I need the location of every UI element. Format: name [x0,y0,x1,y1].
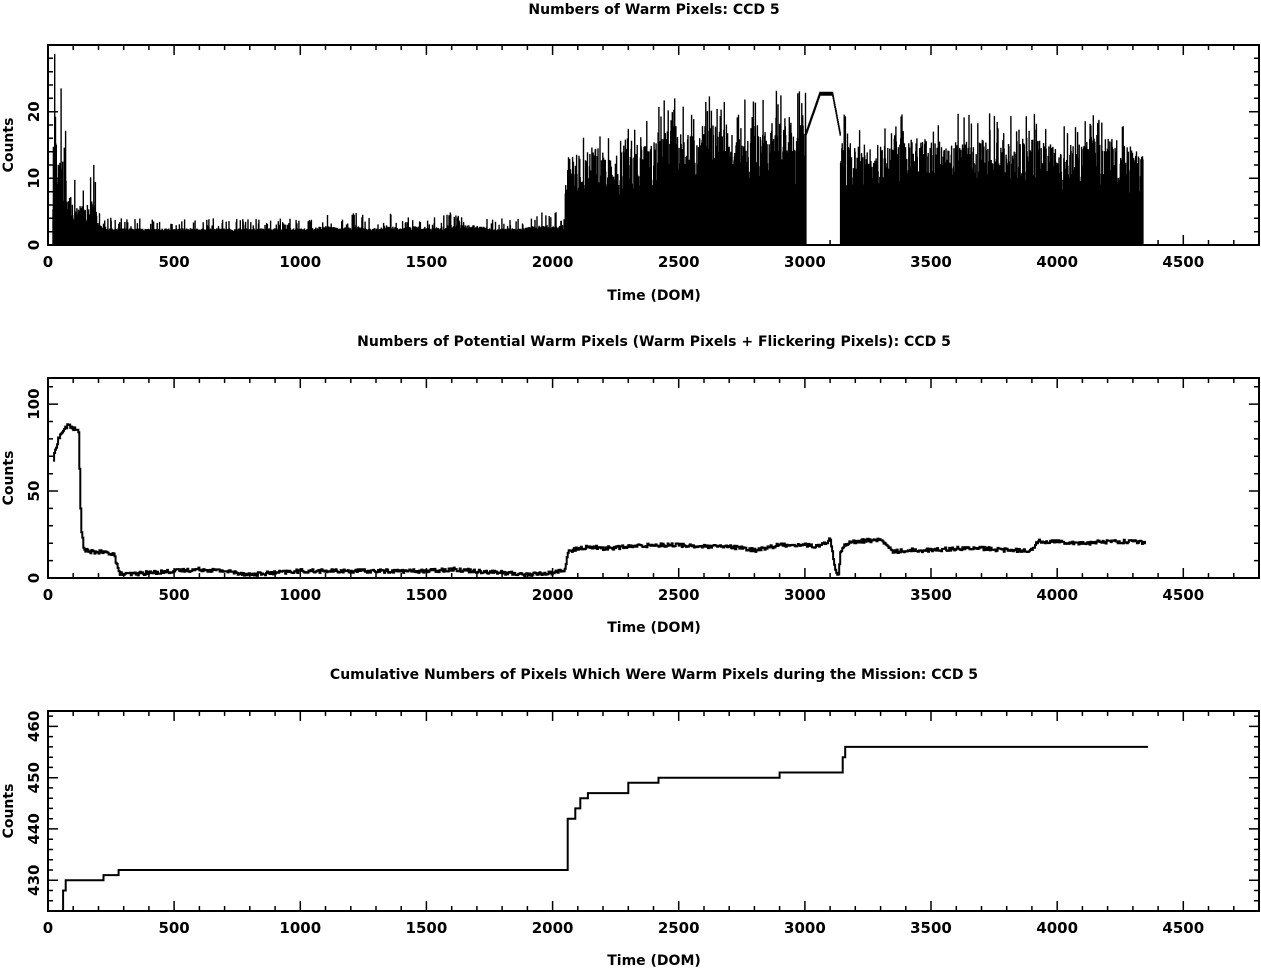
panel-title: Numbers of Warm Pixels: CCD 5 [528,2,779,18]
series-spikes [52,53,1144,245]
x-tick-label: 3000 [784,253,826,271]
x-tick-label: 2500 [658,253,700,271]
panel-cumulative-warm-pixels: Cumulative Numbers of Pixels Which Were … [1,667,1260,969]
minor-ticks [48,378,1260,578]
x-tick-label: 3500 [910,919,952,937]
x-tick-label: 0 [43,253,53,271]
series-baseline-band [53,231,566,245]
series-line [53,423,1146,578]
x-tick-label: 2500 [658,919,700,937]
x-tick-label: 500 [158,253,189,271]
y-tick-label: 450 [25,762,43,793]
x-tick-label: 3000 [784,586,826,604]
x-tick-label: 1000 [279,253,321,271]
x-tick-label: 2000 [532,586,574,604]
minor-ticks [48,711,1260,912]
plot-frame [47,377,1260,579]
y-tick-label: 0 [25,240,43,250]
x-tick-label: 1000 [279,919,321,937]
y-tick-label: 50 [25,481,43,502]
plot-frame [47,710,1260,912]
y-tick-label: 20 [25,101,43,122]
y-tick-label: 440 [25,813,43,844]
x-tick-label: 2500 [658,586,700,604]
data-layer [60,745,1148,911]
y-axis-label: Counts [1,784,17,839]
x-tick-label: 3500 [910,586,952,604]
series-line [60,745,1148,911]
series-group [52,53,1144,245]
x-tick-label: 1000 [279,586,321,604]
tick-layer: 0 500 1000 1500 2000 2500 3000 3500 4000 4500 0 10 2… [25,44,1260,271]
series-group [53,423,1146,578]
y-tick-label: 460 [25,711,43,742]
x-tick-label: 1500 [406,253,448,271]
minor-ticks [48,44,1260,245]
x-tick-label: 3000 [784,919,826,937]
x-axis-label: Time (DOM) [607,288,701,304]
x-axis-label: Time (DOM) [607,620,701,636]
x-tick-label: 500 [158,586,189,604]
x-tick-label: 1500 [406,919,448,937]
x-tick-label: 4000 [1036,919,1078,937]
y-tick-label: 430 [25,865,43,896]
y-axis-label: Counts [1,118,17,173]
x-tick-label: 2000 [532,919,574,937]
x-tick-label: 4000 [1036,253,1078,271]
x-tick-label: 0 [43,919,53,937]
x-tick-label: 2000 [532,253,574,271]
x-axis-label: Time (DOM) [607,953,701,969]
x-tick-label: 4500 [1162,919,1204,937]
y-axis-label: Counts [1,451,17,506]
panel-title: Numbers of Potential Warm Pixels (Warm P… [357,334,951,350]
series-group [60,745,1148,911]
x-tick-label: 4000 [1036,586,1078,604]
panel-warm-pixels: Numbers of Warm Pixels: CCD 5 0 500 1000 15… [1,2,1260,304]
data-layer [53,423,1146,578]
x-tick-label: 4500 [1162,253,1204,271]
panel-potential-warm-pixels: Numbers of Potential Warm Pixels (Warm P… [1,334,1260,636]
y-tick-label: 0 [25,573,43,583]
y-tick-label: 10 [25,168,43,189]
tick-layer: 0 500 1000 1500 2000 2500 3000 3500 4000 4500 430 4… [25,711,1260,937]
y-tick-label: 100 [25,388,43,419]
x-tick-label: 3500 [910,253,952,271]
x-tick-label: 1500 [406,586,448,604]
tick-layer: 0 500 1000 1500 2000 2500 3000 3500 4000 4500 0 50 1… [25,378,1260,604]
data-layer [52,53,1144,245]
x-tick-label: 500 [158,919,189,937]
x-tick-label: 4500 [1162,586,1204,604]
panel-title: Cumulative Numbers of Pixels Which Were … [330,667,978,683]
x-tick-label: 0 [43,586,53,604]
